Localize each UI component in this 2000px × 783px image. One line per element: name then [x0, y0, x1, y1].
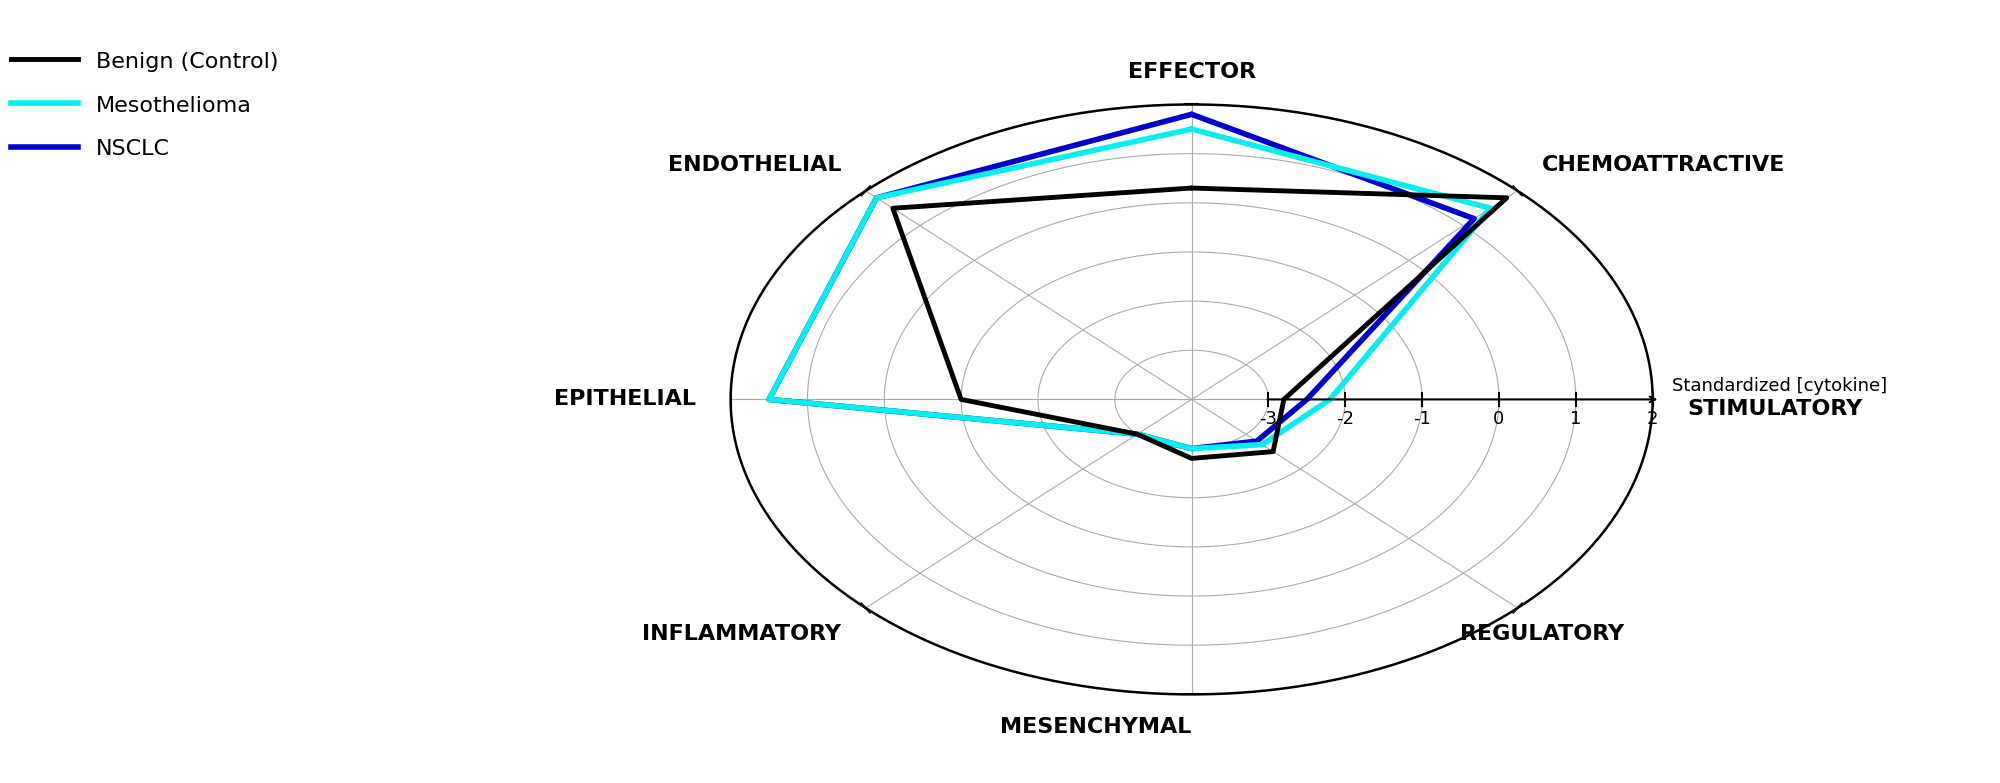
Text: MESENCHYMAL: MESENCHYMAL	[1000, 716, 1192, 737]
Text: INFLAMMATORY: INFLAMMATORY	[642, 623, 842, 644]
Text: EFFECTOR: EFFECTOR	[1128, 63, 1256, 82]
Text: 0: 0	[1494, 410, 1504, 428]
Text: -2: -2	[1336, 410, 1354, 428]
Text: Standardized [cytokine]: Standardized [cytokine]	[1672, 377, 1886, 395]
Text: -3: -3	[1260, 410, 1278, 428]
Text: CHEMOATTRACTIVE: CHEMOATTRACTIVE	[1542, 155, 1786, 175]
Text: 2: 2	[1646, 410, 1658, 428]
Text: -1: -1	[1414, 410, 1432, 428]
Text: STIMULATORY: STIMULATORY	[1688, 399, 1862, 420]
Text: REGULATORY: REGULATORY	[1460, 623, 1624, 644]
Legend: Benign (Control), Mesothelioma, NSCLC: Benign (Control), Mesothelioma, NSCLC	[12, 50, 278, 160]
Text: EPITHELIAL: EPITHELIAL	[554, 389, 696, 410]
Text: 1: 1	[1570, 410, 1582, 428]
Text: ENDOTHELIAL: ENDOTHELIAL	[668, 155, 842, 175]
